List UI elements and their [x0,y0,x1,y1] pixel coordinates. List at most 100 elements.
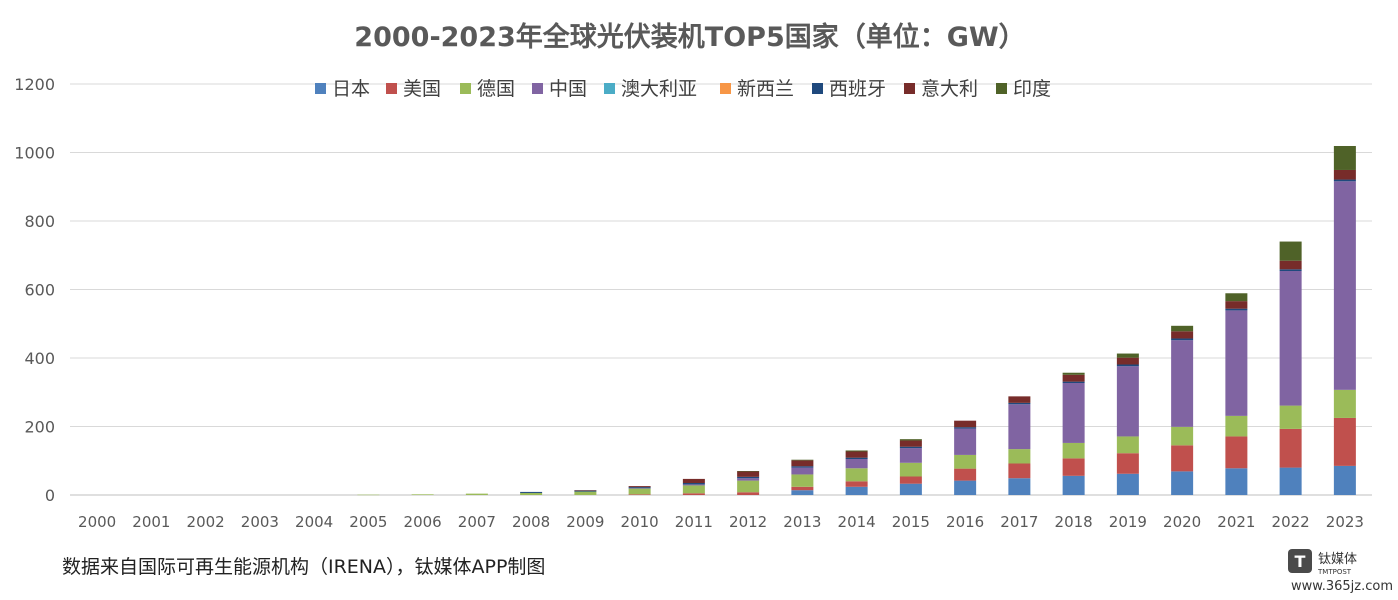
x-tick-label: 2015 [892,513,930,531]
x-tick-label: 2007 [458,513,496,531]
bar-segment [791,490,814,495]
watermark-logo: T 钛媒体 TMTPOST [1288,549,1357,576]
bar-segment [1279,271,1302,406]
bar-segment [1279,428,1302,468]
x-tick-label: 2021 [1217,513,1255,531]
legend-label: 印度 [1013,78,1051,100]
x-tick-label: 2000 [78,513,116,531]
y-axis-ticks: 0 200 400 600 800 1000 1200 [14,75,55,505]
bar-segment [1062,458,1085,476]
bar-segment [954,420,977,428]
bar-segment [1333,465,1356,495]
legend-label: 新西兰 [737,78,794,100]
bar-segment [737,478,760,481]
y-tick-label: 200 [24,418,55,437]
bar-segment [737,480,760,493]
bar-segment [1279,241,1302,261]
x-tick-label: 2009 [566,513,604,531]
bar-segment [899,440,922,447]
y-tick-label: 400 [24,349,55,368]
bar-segment [954,480,977,495]
bar-segment [899,446,922,449]
bar-segment [1225,415,1248,437]
bar-segment [737,476,760,479]
bar-segment [1062,442,1085,459]
bar-segment [628,494,651,495]
bar-segment [682,484,705,486]
x-tick-label: 2005 [349,513,387,531]
bar-segment [737,471,760,477]
bar-segment [899,476,922,484]
bar-segment [1008,396,1031,403]
x-tick-label: 2001 [132,513,170,531]
bar-segment [682,483,705,485]
bar-segment [791,466,814,468]
bar-segment [1171,426,1194,446]
x-tick-label: 2002 [187,513,225,531]
bar-segment [682,485,705,494]
logo-text: 钛媒体 [1318,552,1357,567]
source-note: 数据来自国际可再生能源机构（IRENA），钛媒体APP制图 [62,556,545,578]
bar-segment [1116,453,1139,474]
bar-segment [845,459,868,469]
x-tick-label: 2019 [1109,513,1147,531]
grid-lines [70,83,1372,496]
legend-swatch [386,83,397,94]
bar-segment [791,467,814,475]
bar-segment [1008,449,1031,464]
x-tick-label: 2020 [1163,513,1201,531]
x-tick-label: 2010 [621,513,659,531]
legend-label: 德国 [477,78,515,100]
bar-segment [1008,478,1031,495]
y-tick-label: 0 [45,486,55,505]
legend: 日本 美国 德国 中国 澳大利亚 新西兰 西班牙 意大利 印度 [315,78,1051,100]
chart-title: 2000-2023年全球光伏装机TOP5国家（单位：GW） [354,21,1025,53]
bar-segment [628,486,651,488]
bar-segment [899,448,922,463]
x-tick-label: 2013 [783,513,821,531]
bar-segment [954,468,977,481]
x-tick-label: 2023 [1326,513,1364,531]
bar-segment [845,481,868,487]
bar-segment [574,490,597,492]
bar-segment [899,483,922,495]
x-tick-label: 2017 [1000,513,1038,531]
y-tick-label: 600 [24,281,55,300]
legend-label: 美国 [403,78,441,100]
x-tick-label: 2008 [512,513,550,531]
legend-swatch [812,83,823,94]
bar-segment [465,493,488,495]
bar-segment [845,457,868,460]
bar-segment [1225,301,1248,309]
bar-segment [1171,331,1194,339]
bar-segment [1116,366,1139,437]
bar-segment [1279,467,1302,495]
bar-segment [1225,293,1248,302]
bar-segment [682,493,705,495]
bar-segment [1171,325,1194,332]
bar-segment [954,454,977,469]
bar-segment [791,474,814,487]
legend-label: 中国 [549,78,587,100]
legend-label: 意大利 [921,78,978,100]
bar-segment [357,494,380,496]
bar-segment [737,492,760,495]
bar-segment [899,439,922,441]
bar-segment [1008,404,1031,450]
bar-segment [845,486,868,495]
bar-segment [1008,402,1031,405]
x-tick-label: 2016 [946,513,984,531]
logo-sub: TMTPOST [1317,568,1352,576]
bar-segment [1333,179,1356,182]
legend-swatch [604,83,615,94]
bar-segment [791,460,814,467]
y-tick-label: 1200 [14,75,55,94]
watermark-url: www.365jz.com [1291,579,1393,594]
legend-swatch [315,83,326,94]
bar-segment [1225,310,1248,416]
legend-swatch [904,83,915,94]
x-tick-label: 2004 [295,513,333,531]
legend-swatch [532,83,543,94]
